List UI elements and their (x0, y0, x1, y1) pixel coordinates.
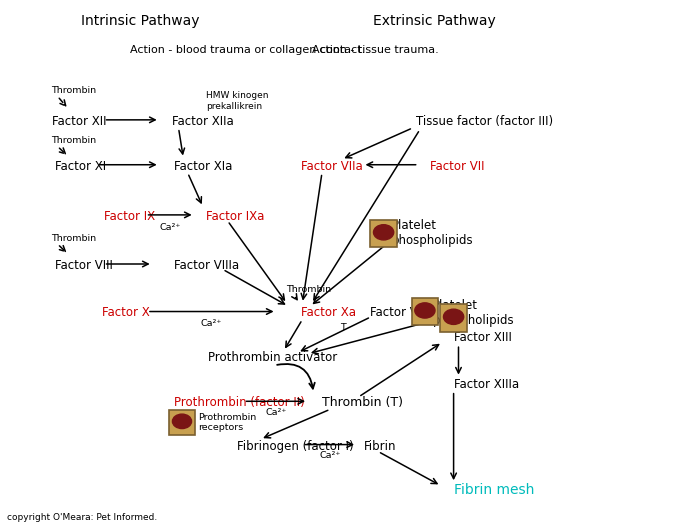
Text: Prothrombin (factor II): Prothrombin (factor II) (174, 396, 304, 409)
Text: Thrombin: Thrombin (51, 234, 96, 243)
FancyBboxPatch shape (370, 220, 397, 247)
Text: Factor XIa: Factor XIa (174, 160, 232, 173)
Text: Ca²⁺: Ca²⁺ (265, 408, 286, 417)
Text: Platelet
phospholipids: Platelet phospholipids (433, 298, 514, 327)
Text: Factor IXa: Factor IXa (206, 210, 265, 223)
FancyBboxPatch shape (440, 304, 467, 332)
Text: Factor VIIIa: Factor VIIIa (174, 259, 239, 271)
FancyBboxPatch shape (412, 298, 438, 325)
Text: Factor VII: Factor VII (430, 160, 485, 173)
Text: Factor VIII: Factor VIII (55, 259, 113, 271)
Text: Fibrin: Fibrin (364, 440, 396, 452)
Text: Tissue factor (factor III): Tissue factor (factor III) (416, 115, 554, 128)
Text: Factor XI: Factor XI (55, 160, 106, 173)
Text: Fibrin mesh: Fibrin mesh (454, 483, 534, 497)
FancyBboxPatch shape (169, 410, 195, 435)
Text: Intrinsic Pathway: Intrinsic Pathway (80, 14, 200, 28)
Text: Factor XIIa: Factor XIIa (172, 115, 233, 128)
Text: Ca²⁺: Ca²⁺ (201, 319, 222, 328)
Text: Factor VIIa: Factor VIIa (301, 160, 363, 173)
Text: Action - blood trauma or collagen contact.: Action - blood trauma or collagen contac… (130, 45, 365, 55)
Text: Ca²⁺: Ca²⁺ (160, 223, 181, 232)
Text: Prothrombin activator: Prothrombin activator (209, 352, 337, 364)
Text: copyright O'Meara: Pet Informed.: copyright O'Meara: Pet Informed. (7, 513, 158, 522)
Circle shape (172, 414, 192, 429)
Text: Factor IX: Factor IX (104, 210, 155, 223)
Text: Factor XIII: Factor XIII (454, 332, 512, 344)
Text: Extrinsic Pathway: Extrinsic Pathway (372, 14, 496, 28)
Text: Ca²⁺: Ca²⁺ (319, 451, 340, 460)
Text: Platelet
phospholipids: Platelet phospholipids (392, 219, 474, 248)
Text: Thrombin: Thrombin (286, 285, 330, 294)
Text: Factor V: Factor V (370, 306, 417, 319)
Text: HMW kinogen
prekallikrein: HMW kinogen prekallikrein (206, 91, 269, 111)
Text: Action - tissue trauma.: Action - tissue trauma. (312, 45, 438, 55)
Text: Prothrombin
receptors: Prothrombin receptors (198, 413, 256, 432)
Text: Thrombin: Thrombin (51, 136, 96, 145)
Text: Fibrinogen (factor I): Fibrinogen (factor I) (237, 440, 354, 452)
Circle shape (374, 225, 393, 240)
Text: Factor XII: Factor XII (52, 115, 107, 128)
Text: Factor Xa: Factor Xa (301, 306, 356, 319)
Circle shape (444, 309, 463, 324)
Text: Thrombin (T): Thrombin (T) (322, 396, 403, 409)
Text: Thrombin: Thrombin (51, 86, 96, 95)
Text: Factor XIIIa: Factor XIIIa (454, 378, 519, 391)
Text: Factor X: Factor X (102, 306, 149, 319)
Circle shape (415, 303, 435, 318)
Text: T: T (340, 323, 346, 332)
